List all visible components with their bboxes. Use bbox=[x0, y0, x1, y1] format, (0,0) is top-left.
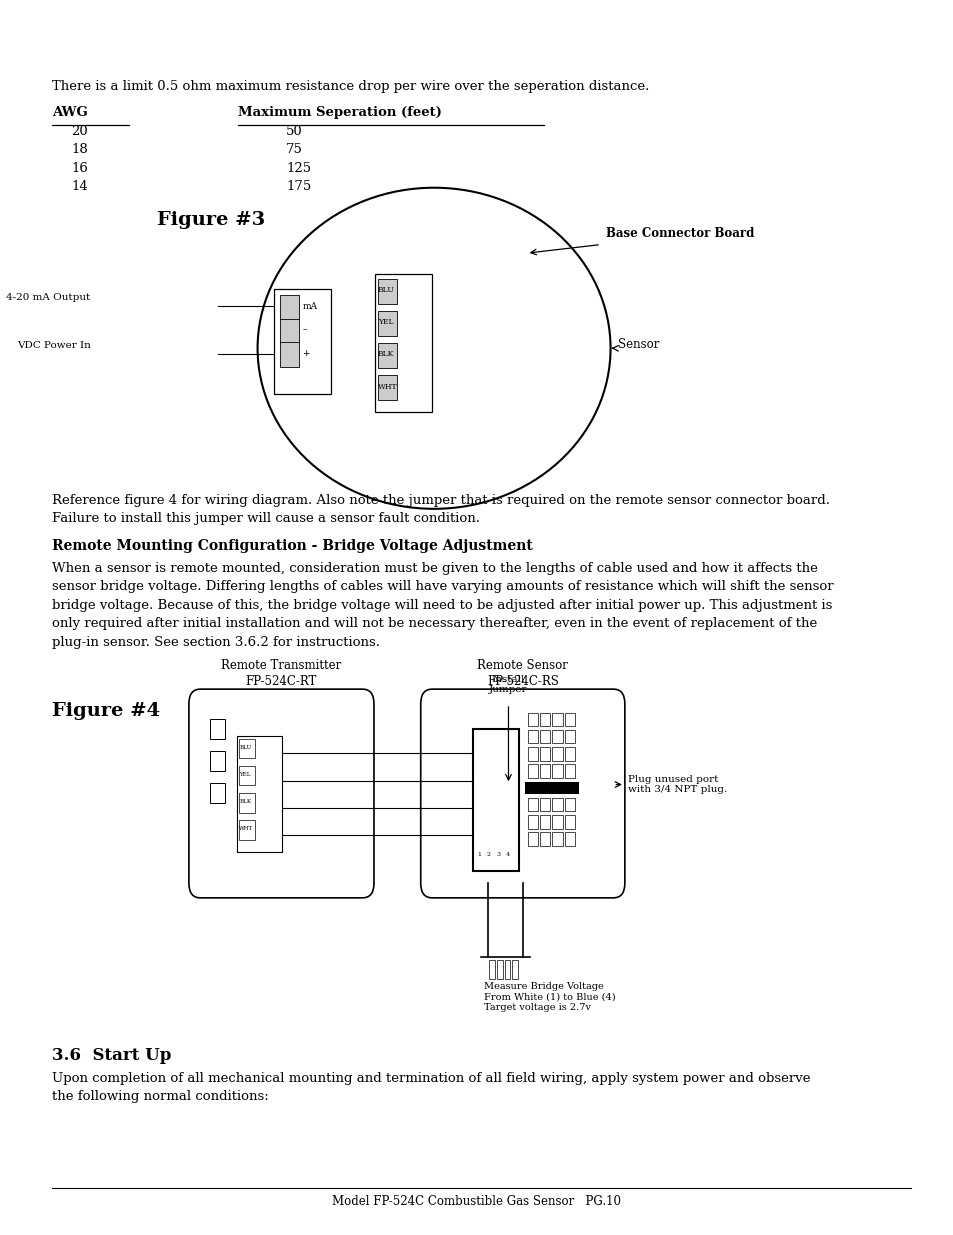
Text: only required after initial installation and will not be necessary thereafter, e: only required after initial installation… bbox=[52, 618, 817, 630]
Text: 2: 2 bbox=[486, 852, 490, 857]
Bar bbox=[239, 820, 254, 840]
Bar bbox=[527, 832, 537, 846]
Text: Remote Sensor: Remote Sensor bbox=[476, 659, 568, 672]
Text: bridge voltage. Because of this, the bridge voltage will need to be adjusted aft: bridge voltage. Because of this, the bri… bbox=[52, 599, 832, 611]
Bar bbox=[564, 747, 575, 761]
Bar bbox=[539, 713, 550, 726]
Text: Remote Mounting Configuration - Bridge Voltage Adjustment: Remote Mounting Configuration - Bridge V… bbox=[52, 538, 533, 552]
Bar bbox=[552, 747, 562, 761]
Text: Model FP-524C Combustible Gas Sensor   PG.10: Model FP-524C Combustible Gas Sensor PG.… bbox=[333, 1194, 620, 1208]
Text: BLU: BLU bbox=[377, 287, 395, 294]
Text: 3.6  Start Up: 3.6 Start Up bbox=[52, 1046, 172, 1063]
Bar bbox=[564, 815, 575, 829]
Bar bbox=[375, 274, 432, 412]
Bar bbox=[239, 766, 254, 785]
Text: Upon completion of all mechanical mounting and termination of all field wiring, : Upon completion of all mechanical mounti… bbox=[52, 1072, 810, 1084]
Text: Base Connector Board: Base Connector Board bbox=[605, 227, 754, 240]
Text: 20: 20 bbox=[71, 125, 89, 137]
Bar bbox=[527, 764, 537, 778]
Text: When a sensor is remote mounted, consideration must be given to the lengths of c: When a sensor is remote mounted, conside… bbox=[52, 562, 818, 574]
Text: Sensor: Sensor bbox=[618, 338, 659, 351]
Bar bbox=[524, 782, 578, 794]
Bar bbox=[539, 815, 550, 829]
Text: 16: 16 bbox=[71, 162, 89, 174]
Text: 4: 4 bbox=[505, 852, 509, 857]
Text: YEL: YEL bbox=[239, 772, 251, 777]
Text: sensor bridge voltage. Differing lengths of cables will have varying amounts of : sensor bridge voltage. Differing lengths… bbox=[52, 580, 833, 593]
Bar bbox=[552, 713, 562, 726]
Bar bbox=[274, 289, 331, 394]
Bar bbox=[552, 798, 562, 811]
Text: the following normal conditions:: the following normal conditions: bbox=[52, 1091, 269, 1103]
Text: Reference figure 4 for wiring diagram. Also note the jumper that is required on : Reference figure 4 for wiring diagram. A… bbox=[52, 494, 830, 506]
Bar bbox=[504, 960, 510, 979]
Bar bbox=[552, 815, 562, 829]
Bar bbox=[564, 730, 575, 743]
Text: Measure Bridge Voltage
From White (1) to Blue (4)
Target voltage is 2.7v: Measure Bridge Voltage From White (1) to… bbox=[483, 982, 615, 1011]
Bar bbox=[527, 815, 537, 829]
Text: AWG: AWG bbox=[52, 106, 88, 119]
Bar bbox=[564, 832, 575, 846]
Bar bbox=[539, 832, 550, 846]
Text: Install
Jumper: Install Jumper bbox=[489, 674, 527, 694]
Text: There is a limit 0.5 ohm maximum resistance drop per wire over the seperation di: There is a limit 0.5 ohm maximum resista… bbox=[52, 80, 649, 93]
Bar bbox=[539, 764, 550, 778]
Text: 50: 50 bbox=[286, 125, 303, 137]
Text: BLU: BLU bbox=[239, 745, 252, 750]
Text: FP-524C-RT: FP-524C-RT bbox=[246, 676, 316, 688]
Text: Figure #3: Figure #3 bbox=[157, 211, 265, 228]
Bar bbox=[527, 798, 537, 811]
Text: WHT: WHT bbox=[377, 383, 397, 390]
Bar bbox=[527, 713, 537, 726]
Bar bbox=[473, 729, 518, 871]
Text: 14: 14 bbox=[71, 180, 89, 193]
Bar bbox=[279, 319, 298, 343]
Bar bbox=[564, 798, 575, 811]
Bar bbox=[236, 736, 282, 852]
Bar bbox=[377, 343, 396, 368]
Bar bbox=[539, 798, 550, 811]
Bar bbox=[279, 342, 298, 367]
Bar bbox=[564, 713, 575, 726]
Text: 4-20 mA Output: 4-20 mA Output bbox=[7, 293, 91, 303]
Text: Failure to install this jumper will cause a sensor fault condition.: Failure to install this jumper will caus… bbox=[52, 513, 480, 525]
Bar bbox=[497, 960, 502, 979]
Bar bbox=[527, 747, 537, 761]
Text: 3: 3 bbox=[496, 852, 499, 857]
Text: BLK: BLK bbox=[239, 799, 252, 804]
Bar bbox=[552, 730, 562, 743]
Bar bbox=[552, 832, 562, 846]
Text: 175: 175 bbox=[286, 180, 311, 193]
Bar bbox=[377, 311, 396, 336]
Text: mA: mA bbox=[302, 301, 317, 311]
Text: +: + bbox=[302, 348, 310, 358]
Bar bbox=[210, 751, 225, 771]
Text: Maximum Seperation (feet): Maximum Seperation (feet) bbox=[238, 106, 442, 119]
Bar bbox=[489, 960, 495, 979]
Text: 125: 125 bbox=[286, 162, 311, 174]
Bar bbox=[210, 719, 225, 739]
Bar bbox=[377, 279, 396, 304]
Text: VDC Power In: VDC Power In bbox=[17, 341, 91, 351]
Text: Plug unused port
with 3/4 NPT plug.: Plug unused port with 3/4 NPT plug. bbox=[627, 774, 726, 794]
Bar bbox=[210, 783, 225, 803]
Bar bbox=[539, 747, 550, 761]
Text: 75: 75 bbox=[286, 143, 303, 156]
Bar bbox=[527, 730, 537, 743]
Bar bbox=[539, 730, 550, 743]
Bar bbox=[279, 295, 298, 320]
Text: 1: 1 bbox=[476, 852, 480, 857]
Text: plug-in sensor. See section 3.6.2 for instructions.: plug-in sensor. See section 3.6.2 for in… bbox=[52, 636, 380, 648]
Bar bbox=[564, 764, 575, 778]
Text: FP-524C-RS: FP-524C-RS bbox=[486, 676, 558, 688]
Text: Figure #4: Figure #4 bbox=[52, 703, 160, 720]
Bar bbox=[377, 375, 396, 400]
Text: BLK: BLK bbox=[377, 351, 394, 358]
Bar bbox=[512, 960, 517, 979]
Bar bbox=[552, 764, 562, 778]
Bar bbox=[239, 793, 254, 813]
Text: Remote Transmitter: Remote Transmitter bbox=[221, 659, 341, 672]
Text: YEL: YEL bbox=[377, 319, 393, 326]
Text: 18: 18 bbox=[71, 143, 89, 156]
Text: –: – bbox=[302, 325, 307, 335]
